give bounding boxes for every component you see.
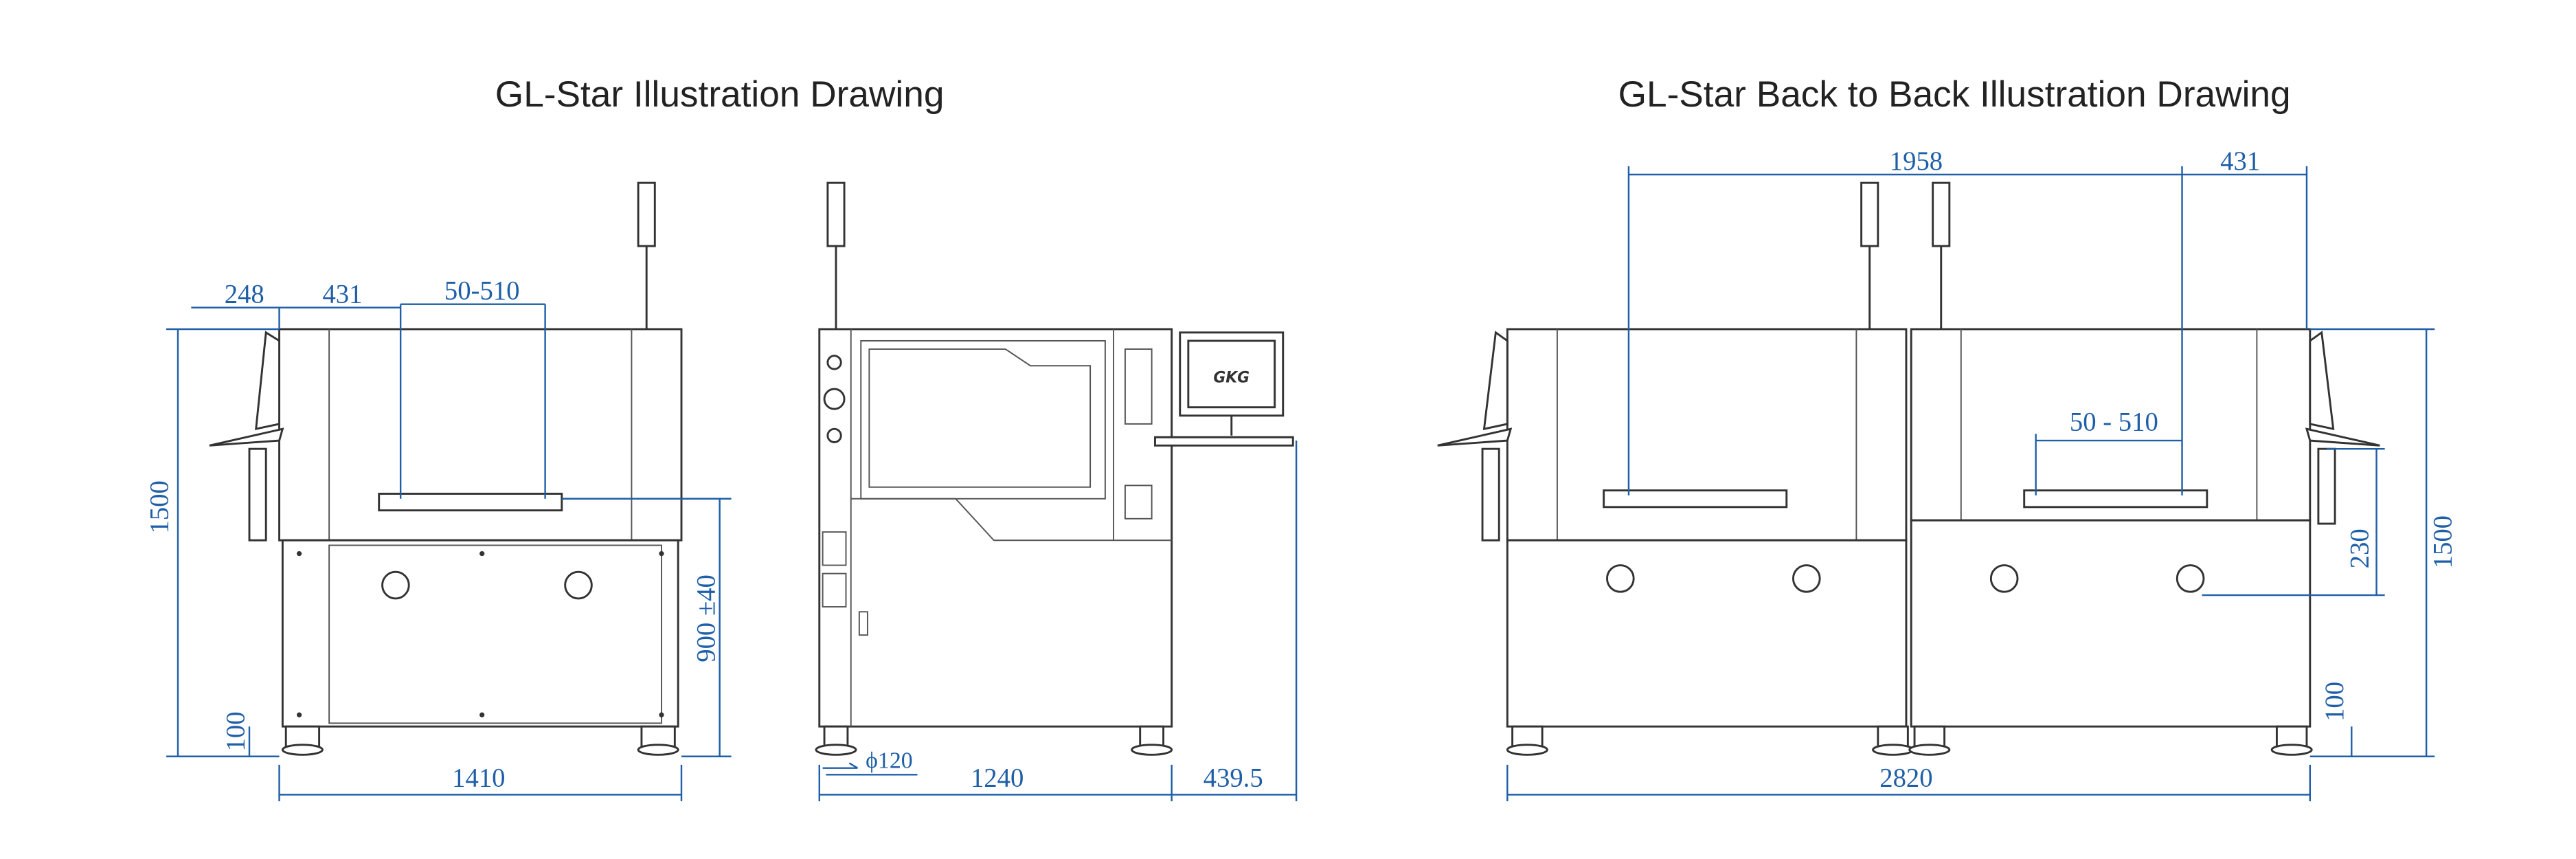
side-dimensions: 248 431 50-510 1500 900 ±40 100 1410 xyxy=(145,276,732,802)
front-view: GKG xyxy=(815,181,1294,756)
dimension-label: 1410 xyxy=(452,763,505,792)
dimension-label: 2820 xyxy=(1879,763,1932,792)
dimension-label: 431 xyxy=(322,280,362,309)
drawing-title: GL-Star Illustration Drawing xyxy=(495,74,945,115)
dimension-label: 1958 xyxy=(1890,147,1943,176)
dimension-label: 439.5 xyxy=(1204,763,1263,792)
dimension-label: 1240 xyxy=(971,763,1024,792)
dimension-label: 900 ±40 xyxy=(692,574,721,662)
dimension-label: ϕ120 xyxy=(866,748,913,774)
dimension-label: 100 xyxy=(222,711,251,751)
dimension-label: 230 xyxy=(2345,528,2374,568)
drawing-title: GL-Star Back to Back Illustration Drawin… xyxy=(1618,74,2291,115)
side-view xyxy=(209,181,683,756)
dimension-label: 100 xyxy=(2320,682,2349,722)
svg-text:GKG: GKG xyxy=(1213,369,1250,386)
back-to-back-dimensions: 1958 431 50 - 510 230 1500 100 2820 xyxy=(1506,147,2457,802)
front-dimensions: ϕ120 1240 439.5 xyxy=(818,440,1298,802)
dimension-label: 248 xyxy=(225,280,264,309)
dimension-label: 1500 xyxy=(2428,515,2457,568)
dimension-label: 50 - 510 xyxy=(2070,408,2158,437)
dimension-label: 1500 xyxy=(145,480,174,533)
back-to-back-view xyxy=(1437,181,2380,756)
dimension-label: 50-510 xyxy=(444,276,520,305)
dimension-label: 431 xyxy=(2220,147,2260,176)
